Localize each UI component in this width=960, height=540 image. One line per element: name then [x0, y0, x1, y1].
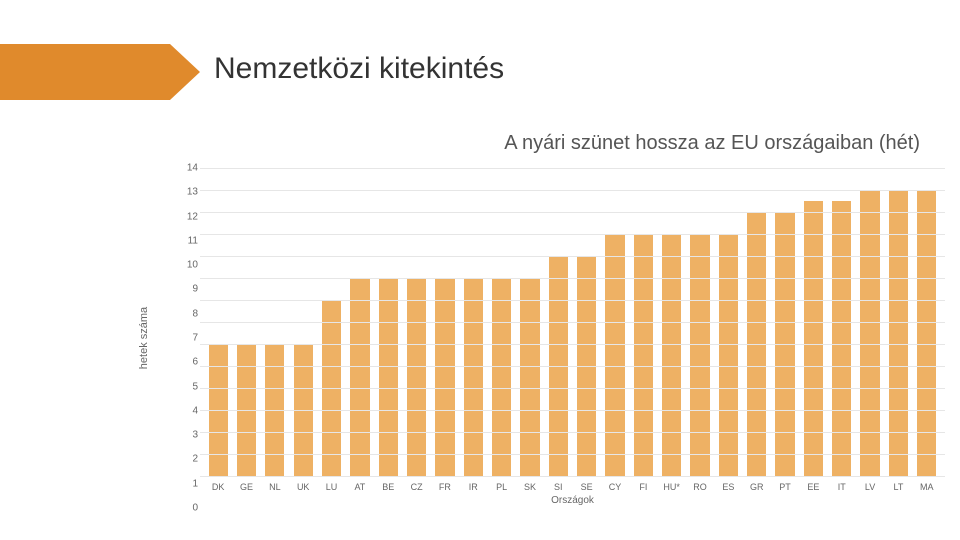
accent-shape: [0, 44, 200, 100]
x-tick-label: IR: [459, 482, 487, 492]
x-tick-label: DK: [204, 482, 232, 492]
bar: [350, 278, 369, 476]
x-axis-label: Országok: [200, 495, 945, 506]
y-tick-label: 6: [182, 357, 198, 368]
bar: [407, 278, 426, 476]
gridline: [200, 322, 945, 323]
page-title: Nemzetközi kitekintés: [214, 52, 504, 86]
y-tick-label: 2: [182, 454, 198, 465]
y-tick-label: 10: [182, 260, 198, 271]
x-tick-label: LV: [856, 482, 884, 492]
y-tick-label: 4: [182, 405, 198, 416]
gridline: [200, 476, 945, 477]
gridline: [200, 410, 945, 411]
bar: [917, 190, 936, 476]
x-tick-label: BE: [374, 482, 402, 492]
y-tick-label: 12: [182, 211, 198, 222]
x-tick-label: MA: [913, 482, 941, 492]
x-tick-label: LU: [317, 482, 345, 492]
x-tick-label: CZ: [402, 482, 430, 492]
gridline: [200, 256, 945, 257]
gridline: [200, 388, 945, 389]
bar: [889, 190, 908, 476]
bar: [690, 234, 709, 476]
x-tick-label: LT: [884, 482, 912, 492]
gridline: [200, 212, 945, 213]
bar: [605, 234, 624, 476]
y-tick-label: 0: [182, 503, 198, 514]
x-tick-label: PT: [771, 482, 799, 492]
gridline: [200, 168, 945, 169]
bar: [719, 234, 738, 476]
y-tick-label: 9: [182, 284, 198, 295]
x-tick-label: FR: [431, 482, 459, 492]
x-labels-row: DKGENLUKLUATBECZFRIRPLSKSISECYFIHU*ROESG…: [200, 482, 945, 492]
x-tick-label: SI: [544, 482, 572, 492]
y-tick-label: 8: [182, 308, 198, 319]
y-tick-label: 1: [182, 478, 198, 489]
chart-subtitle: A nyári szünet hossza az EU országaiban …: [504, 132, 920, 155]
y-tick-label: 7: [182, 333, 198, 344]
plot-area: [200, 168, 945, 476]
bar: [464, 278, 483, 476]
gridline: [200, 344, 945, 345]
bar: [634, 234, 653, 476]
bar: [804, 201, 823, 476]
y-tick-label: 3: [182, 430, 198, 441]
bar: [860, 190, 879, 476]
gridline: [200, 454, 945, 455]
x-tick-label: CY: [601, 482, 629, 492]
bar: [379, 278, 398, 476]
x-tick-label: PL: [487, 482, 515, 492]
bar-chart: hetek száma DKGENLUKLUATBECZFRIRPLSKSISE…: [160, 168, 945, 508]
gridline: [200, 366, 945, 367]
x-tick-label: EE: [799, 482, 827, 492]
slide: Nemzetközi kitekintés A nyári szünet hos…: [0, 0, 960, 540]
gridline: [200, 300, 945, 301]
x-tick-label: SE: [572, 482, 600, 492]
y-tick-label: 5: [182, 381, 198, 392]
x-tick-label: IT: [828, 482, 856, 492]
gridline: [200, 190, 945, 191]
bar: [832, 201, 851, 476]
bar: [435, 278, 454, 476]
x-tick-label: ES: [714, 482, 742, 492]
x-tick-label: RO: [686, 482, 714, 492]
bar: [662, 234, 681, 476]
x-tick-label: GR: [743, 482, 771, 492]
bar: [492, 278, 511, 476]
gridline: [200, 432, 945, 433]
bar: [520, 278, 539, 476]
x-tick-label: GE: [232, 482, 260, 492]
x-tick-label: AT: [346, 482, 374, 492]
x-tick-label: UK: [289, 482, 317, 492]
y-tick-label: 11: [182, 235, 198, 246]
x-tick-label: HU*: [658, 482, 686, 492]
x-tick-label: SK: [516, 482, 544, 492]
x-tick-label: NL: [261, 482, 289, 492]
y-tick-label: 13: [182, 187, 198, 198]
x-tick-label: FI: [629, 482, 657, 492]
y-axis-label: hetek száma: [138, 307, 150, 369]
y-tick-label: 14: [182, 163, 198, 174]
gridline: [200, 278, 945, 279]
gridline: [200, 234, 945, 235]
